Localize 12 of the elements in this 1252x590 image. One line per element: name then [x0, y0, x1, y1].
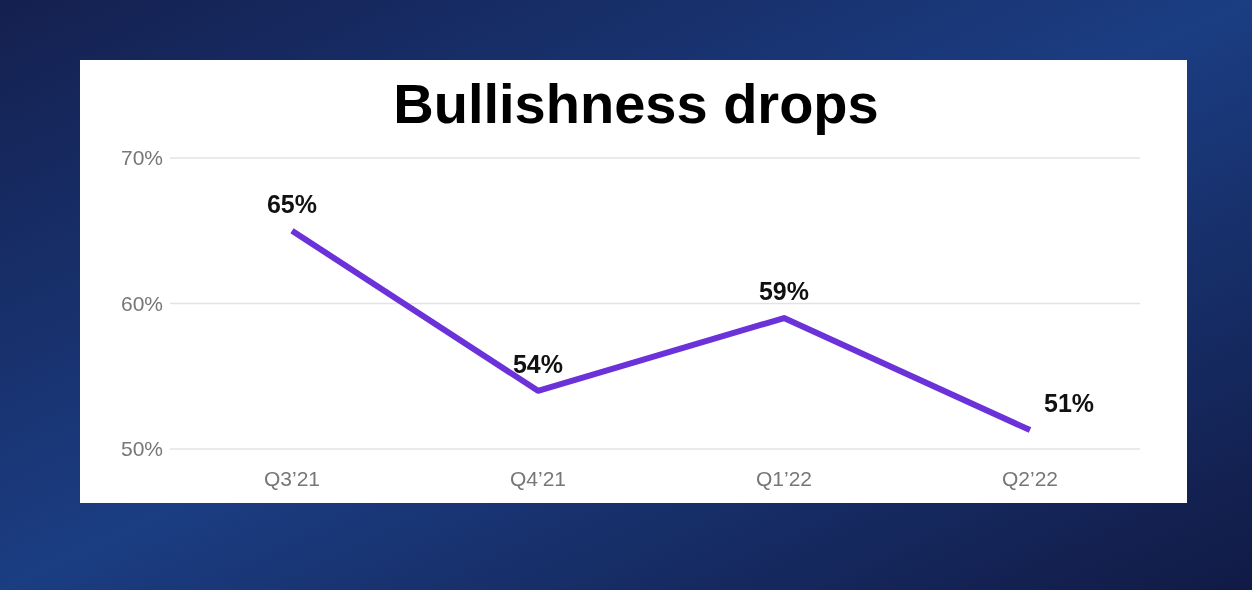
- data-label: 59%: [758, 277, 810, 306]
- x-tick-label: Q4’21: [509, 467, 567, 490]
- data-label: 51%: [1044, 389, 1095, 418]
- x-tick-label: Q2’22: [1001, 467, 1059, 490]
- data-label: 65%: [266, 189, 318, 218]
- y-tick-label: 60%: [120, 291, 163, 315]
- y-tick-label: 50%: [120, 437, 163, 461]
- data-label: 54%: [512, 349, 564, 378]
- y-tick-label: 70%: [120, 146, 163, 170]
- x-tick-label: Q1’22: [755, 467, 813, 490]
- x-tick-label: Q3’21: [263, 467, 321, 490]
- chart-title: Bullishness drops: [393, 72, 879, 135]
